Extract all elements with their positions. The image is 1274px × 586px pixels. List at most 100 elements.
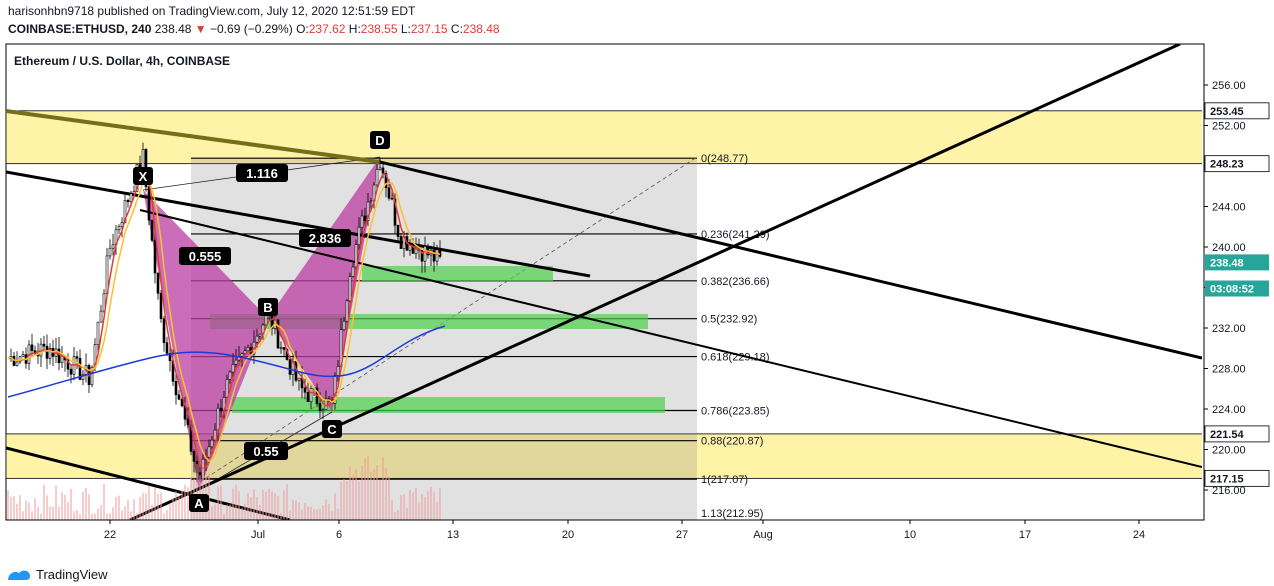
volume-bar <box>385 468 387 520</box>
x-tick-label-5: 27 <box>676 529 688 541</box>
fib-level-label-3: 0.5(232.92) <box>701 314 757 326</box>
volume-bar <box>100 505 102 520</box>
volume-bar <box>415 487 417 520</box>
volume-bar <box>370 471 372 520</box>
volume-bar <box>235 484 237 520</box>
volume-bar <box>142 492 144 520</box>
candle-body <box>180 398 184 407</box>
volume-bar <box>175 491 177 520</box>
ratio-label-2-bg <box>299 229 351 247</box>
open-value: 237.62 <box>308 22 346 36</box>
volume-bar <box>358 481 360 520</box>
volume-bar <box>394 512 396 520</box>
candle-body <box>336 366 340 376</box>
volume-bar <box>91 513 93 520</box>
volume-bar <box>16 503 18 520</box>
candle-body <box>156 272 160 294</box>
candle-body <box>240 353 244 357</box>
volume-bar <box>322 505 324 520</box>
volume-bar <box>220 485 222 520</box>
fib-level-label-6: 0.88(220.87) <box>701 436 763 448</box>
volume-bar <box>52 506 54 520</box>
volume-bar <box>310 506 312 520</box>
green-zone-2 <box>232 397 665 413</box>
candle-body <box>348 276 352 302</box>
volume-bar <box>178 496 180 520</box>
candle-body <box>210 439 214 448</box>
volume-bar <box>229 504 231 520</box>
candle-body <box>57 348 61 364</box>
volume-bar <box>217 486 219 520</box>
candle-body <box>96 321 100 345</box>
volume-bar <box>172 498 174 520</box>
y-tick-label-10: 216.00 <box>1212 485 1246 497</box>
volume-bar <box>34 498 36 520</box>
volume-bar <box>40 513 42 520</box>
candle-body <box>219 407 223 412</box>
volume-bar <box>115 497 117 520</box>
candle-body <box>81 374 85 380</box>
fib-level-label-8: 1.13(212.95) <box>701 508 763 520</box>
candle-body <box>363 215 367 221</box>
y-tick-label-9: 220.00 <box>1212 445 1246 457</box>
y-tick-label-3: 244.00 <box>1212 202 1246 214</box>
volume-bar <box>211 506 213 520</box>
volume-bar <box>73 511 75 520</box>
candle-body <box>153 239 157 274</box>
volume-bar <box>355 468 357 520</box>
candle-body <box>192 451 196 462</box>
volume-bar <box>79 513 81 520</box>
candle-body <box>69 368 73 375</box>
volume-bar <box>94 513 96 520</box>
volume-bar <box>292 499 294 520</box>
fib-level-label-2: 0.382(236.66) <box>701 276 770 288</box>
candle-body <box>279 347 283 349</box>
volume-bar <box>151 504 153 520</box>
candle-body <box>90 366 94 386</box>
candle-body <box>282 347 286 350</box>
price-badge-1 <box>1204 155 1270 173</box>
point-label-d-bg <box>370 131 390 149</box>
volume-bar <box>391 499 393 520</box>
volume-bar <box>433 492 435 520</box>
candle-body <box>168 352 172 362</box>
volume-bar <box>412 492 414 520</box>
candle-body <box>117 226 121 231</box>
candle-body <box>303 387 307 393</box>
fib-level-label-5: 0.786(223.85) <box>701 406 770 418</box>
volume-bar <box>304 503 306 520</box>
volume-bar <box>247 492 249 520</box>
volume-bar <box>352 474 354 520</box>
point-label-x: X <box>139 169 148 184</box>
x-tick-label-2: 6 <box>336 529 342 541</box>
candle-body <box>228 371 232 380</box>
candle-body <box>60 355 64 364</box>
trendline-0 <box>6 109 381 164</box>
candle-body <box>75 356 79 359</box>
volume-bar <box>133 499 135 520</box>
volume-bar <box>382 456 384 520</box>
tradingview-footer[interactable]: TradingView <box>6 567 108 582</box>
candle-body <box>108 247 112 257</box>
point-label-b-bg <box>258 298 278 316</box>
pattern-bcd-triangle <box>268 157 380 412</box>
ratio-label-3: 0.55 <box>253 444 278 459</box>
volume-bar <box>118 495 120 520</box>
trendline-5 <box>129 44 1181 520</box>
candle-body <box>177 394 181 400</box>
volume-bar <box>82 491 84 520</box>
candle-body <box>423 246 427 262</box>
volume-bar <box>418 503 420 520</box>
volume-bar <box>250 497 252 520</box>
low-label: L: <box>400 22 411 36</box>
published-line: harisonhbn9718 published on TradingView.… <box>8 4 416 18</box>
close-label: C: <box>450 22 463 36</box>
volume-bar <box>298 502 300 520</box>
volume-bar <box>388 476 390 520</box>
volume-bar <box>406 508 408 520</box>
volume-bar <box>196 463 198 520</box>
volume-bar <box>421 494 423 520</box>
volume-bar <box>58 506 60 520</box>
trendline-1 <box>379 160 1202 360</box>
